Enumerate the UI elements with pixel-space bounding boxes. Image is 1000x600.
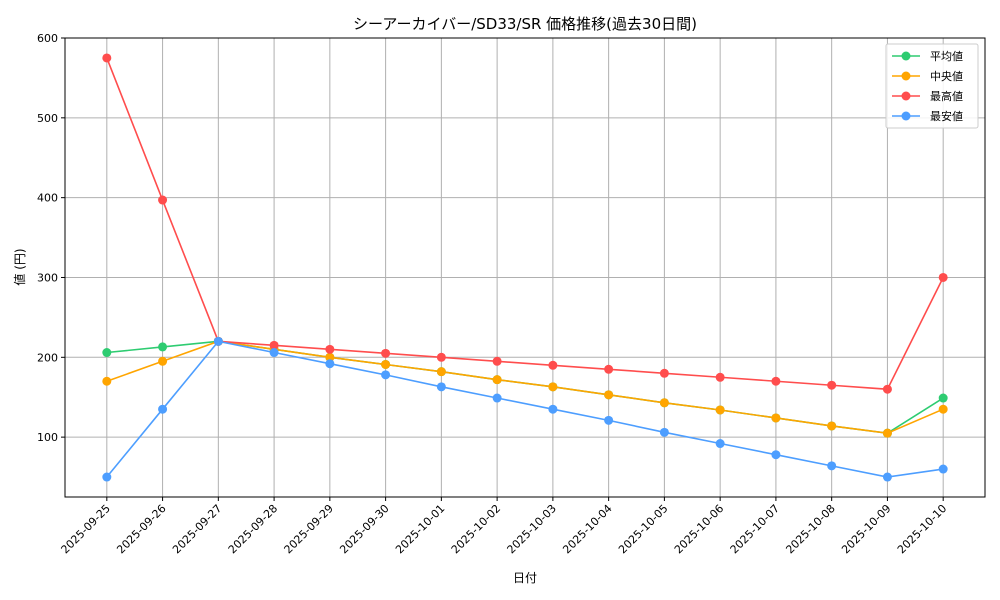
data-point — [827, 461, 837, 471]
series-line — [106, 57, 944, 391]
data-point — [715, 439, 725, 449]
data-point — [938, 393, 948, 403]
series-group — [102, 53, 948, 482]
data-point — [158, 195, 168, 205]
series-line — [106, 340, 944, 478]
y-tick-label: 200 — [37, 351, 58, 364]
x-tick-label: 2025-10-04 — [560, 502, 614, 556]
x-tick-label: 2025-10-02 — [449, 502, 503, 556]
data-point — [548, 360, 558, 370]
plot-frame — [64, 37, 986, 498]
data-point — [492, 393, 502, 403]
series-2 — [102, 53, 948, 394]
series-line — [106, 340, 944, 434]
series-1 — [102, 336, 948, 438]
data-point — [604, 364, 614, 374]
data-point — [325, 352, 335, 362]
y-tick-label: 100 — [37, 431, 58, 444]
legend-label: 最高値 — [930, 89, 963, 103]
data-point — [102, 53, 112, 63]
x-tick-label: 2025-10-03 — [505, 502, 559, 556]
x-axis-label: 日付 — [513, 571, 537, 585]
x-tick-label: 2025-10-06 — [672, 502, 726, 556]
data-point — [102, 348, 112, 358]
series-0 — [102, 336, 948, 438]
y-axis: 100 200 300 400 500 600 — [37, 32, 65, 444]
y-tick-label: 500 — [37, 112, 58, 125]
legend-marker — [901, 71, 911, 81]
x-tick-label: 2025-10-09 — [839, 502, 893, 556]
data-point — [771, 376, 781, 386]
data-point — [882, 428, 892, 438]
data-point — [938, 464, 948, 474]
data-point — [436, 352, 446, 362]
series-3 — [102, 336, 948, 482]
x-tick-label: 2025-09-27 — [170, 502, 224, 556]
data-point — [102, 376, 112, 386]
data-point — [102, 472, 112, 482]
data-point — [548, 382, 558, 392]
data-point — [938, 272, 948, 282]
legend-label: 中央値 — [930, 70, 963, 83]
legend-marker — [901, 51, 911, 61]
data-point — [158, 342, 168, 352]
x-tick-label: 2025-09-26 — [114, 502, 168, 556]
y-tick-label: 400 — [37, 192, 58, 205]
data-point — [938, 404, 948, 414]
data-point — [604, 390, 614, 400]
data-point — [715, 405, 725, 415]
data-point — [492, 356, 502, 366]
x-tick-label: 2025-09-30 — [337, 502, 391, 556]
x-tick-label: 2025-10-05 — [616, 502, 670, 556]
data-point — [381, 359, 391, 369]
data-point — [158, 404, 168, 414]
data-point — [882, 472, 892, 482]
x-tick-label: 2025-09-29 — [282, 502, 336, 556]
x-axis: 2025-09-25 2025-09-26 2025-09-27 2025-09-28… — [59, 497, 949, 556]
data-point — [771, 450, 781, 460]
series-line — [106, 340, 944, 434]
x-tick-label: 2025-10-08 — [783, 502, 837, 556]
data-point — [827, 380, 837, 390]
legend-marker — [901, 91, 911, 101]
data-point — [381, 348, 391, 358]
data-point — [436, 367, 446, 377]
y-axis-label: 値 (円) — [12, 248, 27, 285]
data-point — [882, 384, 892, 394]
data-point — [771, 413, 781, 423]
x-tick-label: 2025-10-07 — [728, 502, 782, 556]
legend-label: 最安値 — [930, 109, 963, 123]
data-point — [158, 356, 168, 366]
data-point — [604, 415, 614, 425]
data-point — [659, 398, 669, 408]
data-point — [213, 336, 223, 346]
legend-box — [885, 43, 979, 129]
data-point — [436, 382, 446, 392]
data-point — [492, 375, 502, 385]
legend-marker — [901, 111, 911, 121]
data-point — [659, 368, 669, 378]
data-point — [548, 404, 558, 414]
data-point — [325, 344, 335, 354]
x-tick-label: 2025-10-10 — [895, 502, 949, 556]
y-tick-label: 300 — [37, 271, 58, 284]
y-tick-label: 600 — [37, 32, 58, 45]
x-tick-label: 2025-09-25 — [59, 502, 113, 556]
data-point — [269, 340, 279, 350]
x-tick-label: 2025-09-28 — [226, 502, 280, 556]
data-point — [269, 348, 279, 358]
legend-label: 平均値 — [930, 50, 963, 63]
x-tick-label: 2025-10-01 — [393, 502, 447, 556]
data-point — [827, 421, 837, 431]
data-point — [325, 359, 335, 369]
data-point — [715, 372, 725, 382]
chart-title: シーアーカイバー/SD33/SR 価格推移(過去30日間) — [353, 15, 697, 33]
data-point — [381, 370, 391, 380]
data-point — [659, 427, 669, 437]
